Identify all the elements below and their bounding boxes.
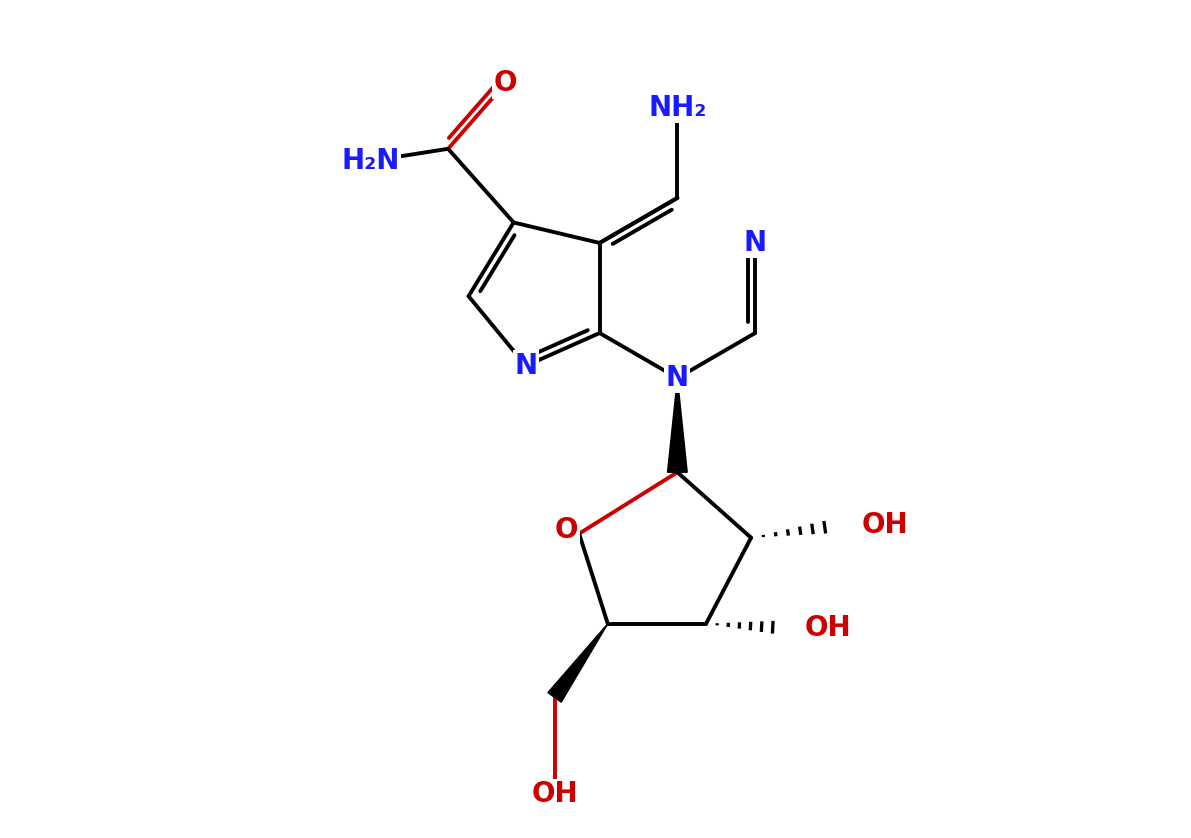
Text: N: N — [515, 352, 537, 380]
Polygon shape — [668, 378, 687, 473]
Polygon shape — [548, 623, 607, 702]
Text: O: O — [555, 515, 579, 544]
Text: N: N — [666, 364, 688, 392]
Text: N: N — [743, 229, 767, 257]
Text: NH₂: NH₂ — [648, 94, 706, 122]
Text: OH: OH — [861, 511, 909, 540]
Text: OH: OH — [804, 613, 850, 642]
Text: OH: OH — [531, 780, 578, 808]
Text: H₂N: H₂N — [341, 147, 399, 175]
Text: O: O — [494, 70, 517, 97]
